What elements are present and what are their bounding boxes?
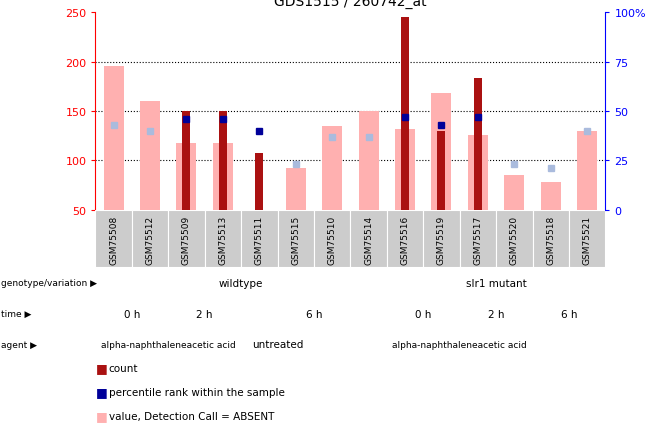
Bar — [278, 210, 314, 267]
Bar — [241, 210, 278, 267]
Text: GSM75515: GSM75515 — [291, 215, 300, 264]
Text: ■: ■ — [95, 362, 107, 375]
Bar — [103, 67, 124, 210]
Text: 2 h: 2 h — [197, 309, 213, 319]
Text: GSM75513: GSM75513 — [218, 215, 228, 264]
Bar — [140, 102, 160, 210]
Text: slr1 mutant: slr1 mutant — [466, 278, 526, 288]
Bar — [182, 112, 190, 210]
Text: GSM75518: GSM75518 — [546, 215, 555, 264]
Bar — [176, 143, 197, 210]
Bar — [359, 112, 378, 210]
Bar — [387, 210, 423, 267]
Bar — [213, 143, 233, 210]
Bar — [468, 135, 488, 210]
Bar — [314, 210, 351, 267]
Text: GSM75512: GSM75512 — [145, 215, 155, 264]
Bar — [569, 210, 605, 267]
Bar — [219, 112, 227, 210]
Text: percentile rank within the sample: percentile rank within the sample — [109, 387, 284, 397]
Text: GSM75516: GSM75516 — [401, 215, 409, 264]
Text: GSM75508: GSM75508 — [109, 215, 118, 264]
Text: ■: ■ — [95, 433, 107, 434]
Text: 6 h: 6 h — [306, 309, 322, 319]
Text: GSM75509: GSM75509 — [182, 215, 191, 264]
Text: GSM75511: GSM75511 — [255, 215, 264, 264]
Text: GSM75520: GSM75520 — [510, 215, 519, 264]
Text: ■: ■ — [95, 385, 107, 398]
Bar — [460, 210, 496, 267]
Text: untreated: untreated — [252, 340, 303, 349]
Bar — [432, 94, 451, 210]
Text: wildtype: wildtype — [219, 278, 263, 288]
Text: agent ▶: agent ▶ — [1, 340, 38, 349]
Bar — [401, 18, 409, 210]
Bar — [168, 210, 205, 267]
Bar — [438, 132, 445, 210]
Text: alpha-naphthaleneacetic acid: alpha-naphthaleneacetic acid — [101, 340, 236, 349]
Bar — [532, 210, 569, 267]
Text: ■: ■ — [95, 409, 107, 422]
Bar — [95, 210, 132, 267]
Text: GSM75514: GSM75514 — [364, 215, 373, 264]
Title: GDS1515 / 260742_at: GDS1515 / 260742_at — [274, 0, 426, 9]
Bar — [423, 210, 460, 267]
Text: alpha-naphthaleneacetic acid: alpha-naphthaleneacetic acid — [392, 340, 527, 349]
Bar — [504, 176, 524, 210]
Text: GSM75521: GSM75521 — [582, 215, 592, 264]
Text: 6 h: 6 h — [561, 309, 577, 319]
Text: GSM75519: GSM75519 — [437, 215, 446, 264]
Text: genotype/variation ▶: genotype/variation ▶ — [1, 279, 97, 287]
Bar — [474, 79, 482, 210]
Bar — [496, 210, 532, 267]
Text: count: count — [109, 363, 138, 373]
Bar — [577, 132, 597, 210]
Bar — [350, 210, 387, 267]
Bar — [255, 153, 263, 210]
Text: value, Detection Call = ABSENT: value, Detection Call = ABSENT — [109, 411, 274, 421]
Bar — [322, 127, 342, 210]
Text: 0 h: 0 h — [124, 309, 140, 319]
Text: GSM75510: GSM75510 — [328, 215, 337, 264]
Bar — [132, 210, 168, 267]
Bar — [286, 169, 306, 210]
Text: time ▶: time ▶ — [1, 309, 32, 318]
Bar — [541, 183, 561, 210]
Text: 0 h: 0 h — [415, 309, 432, 319]
Text: 2 h: 2 h — [488, 309, 504, 319]
Text: GSM75517: GSM75517 — [473, 215, 482, 264]
Bar — [205, 210, 241, 267]
Bar — [395, 129, 415, 210]
